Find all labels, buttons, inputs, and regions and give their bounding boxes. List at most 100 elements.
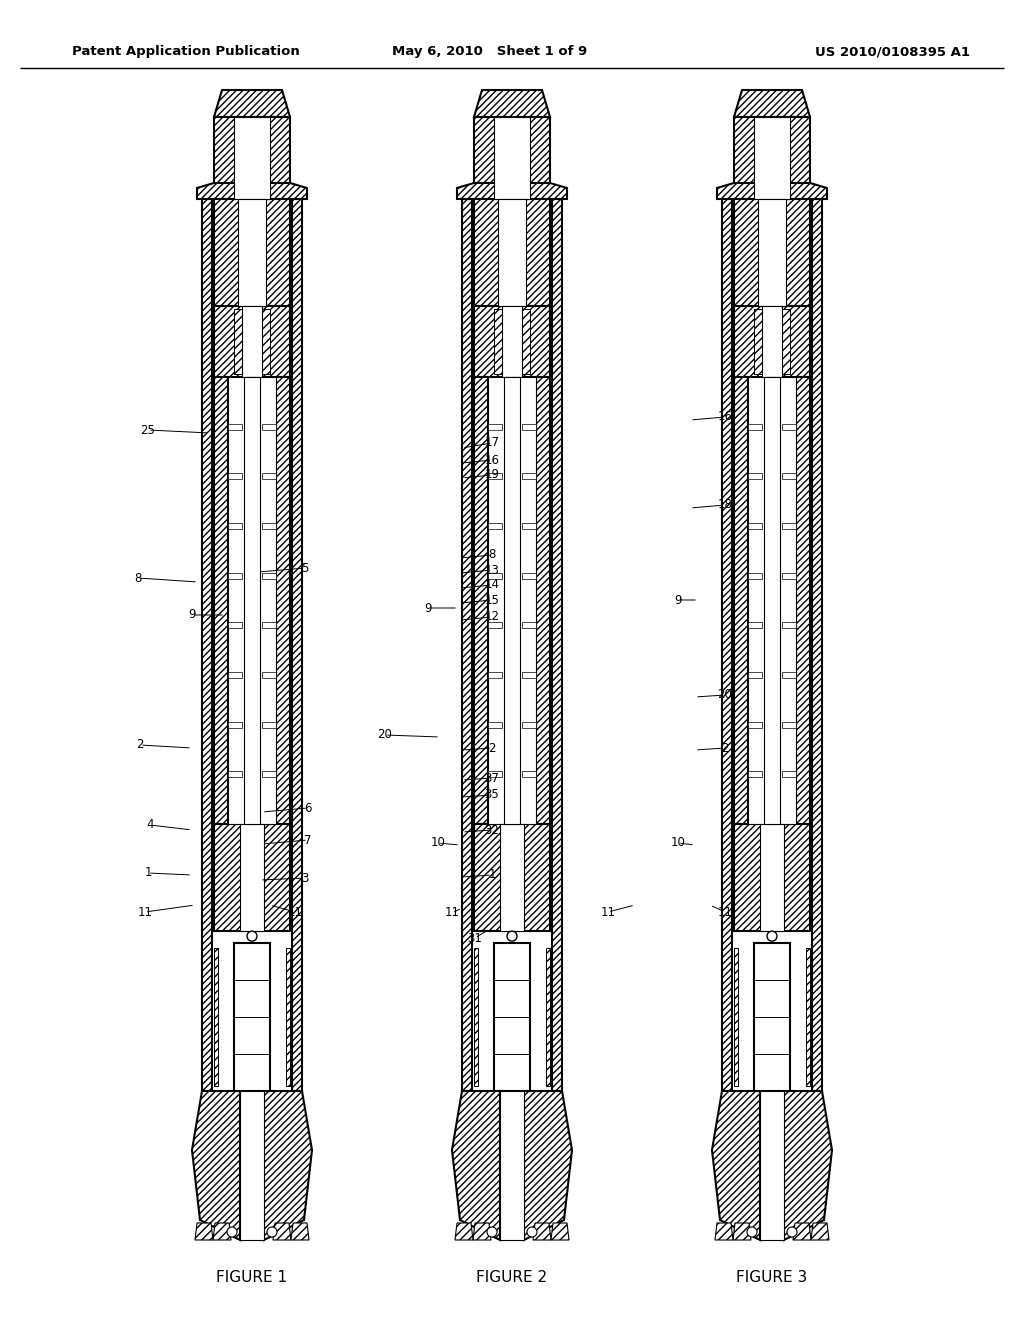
- Polygon shape: [734, 824, 810, 931]
- Text: 16: 16: [718, 411, 732, 424]
- Polygon shape: [522, 622, 536, 628]
- Polygon shape: [262, 573, 276, 578]
- Polygon shape: [262, 672, 276, 678]
- Circle shape: [767, 931, 777, 941]
- Polygon shape: [262, 722, 276, 727]
- Text: 11: 11: [444, 907, 460, 920]
- Polygon shape: [494, 942, 530, 1092]
- Polygon shape: [494, 117, 530, 199]
- Polygon shape: [534, 1224, 551, 1239]
- Polygon shape: [276, 378, 290, 824]
- Text: 9: 9: [674, 594, 682, 606]
- Polygon shape: [722, 199, 732, 1092]
- Polygon shape: [240, 824, 264, 931]
- Polygon shape: [488, 622, 502, 628]
- Polygon shape: [754, 117, 790, 199]
- Text: 6: 6: [304, 801, 311, 814]
- Polygon shape: [488, 573, 502, 578]
- Polygon shape: [734, 378, 748, 824]
- Polygon shape: [748, 771, 762, 777]
- Text: FIGURE 1: FIGURE 1: [216, 1270, 288, 1286]
- Polygon shape: [522, 523, 536, 529]
- Polygon shape: [291, 1224, 309, 1239]
- Text: 2: 2: [488, 742, 496, 755]
- Polygon shape: [494, 309, 502, 374]
- Polygon shape: [764, 378, 780, 824]
- Polygon shape: [234, 117, 270, 199]
- Polygon shape: [242, 306, 262, 378]
- Polygon shape: [228, 424, 242, 430]
- Text: 13: 13: [484, 564, 500, 577]
- Polygon shape: [473, 1224, 490, 1239]
- Polygon shape: [286, 948, 290, 1086]
- Polygon shape: [758, 199, 786, 306]
- Polygon shape: [455, 1224, 473, 1239]
- Polygon shape: [262, 424, 276, 430]
- Polygon shape: [782, 722, 796, 727]
- Polygon shape: [488, 672, 502, 678]
- Polygon shape: [262, 771, 276, 777]
- Polygon shape: [522, 309, 530, 374]
- Text: 31: 31: [468, 932, 482, 945]
- Text: 11: 11: [288, 906, 302, 919]
- Circle shape: [527, 1228, 537, 1237]
- Polygon shape: [214, 90, 290, 117]
- Polygon shape: [760, 1092, 784, 1239]
- Text: 11: 11: [718, 906, 732, 919]
- Polygon shape: [717, 183, 827, 199]
- Polygon shape: [546, 948, 550, 1086]
- Text: 2: 2: [136, 738, 143, 751]
- Polygon shape: [238, 199, 266, 306]
- Polygon shape: [214, 378, 228, 824]
- Polygon shape: [228, 573, 242, 578]
- Polygon shape: [202, 199, 212, 1092]
- Polygon shape: [214, 199, 290, 306]
- Polygon shape: [712, 1092, 760, 1239]
- Text: 2: 2: [721, 742, 729, 755]
- Text: 9: 9: [424, 602, 432, 615]
- Polygon shape: [522, 722, 536, 727]
- Polygon shape: [754, 942, 790, 1092]
- Polygon shape: [488, 424, 502, 430]
- Polygon shape: [748, 523, 762, 529]
- Polygon shape: [214, 117, 290, 199]
- Text: 8: 8: [134, 572, 141, 585]
- Polygon shape: [474, 199, 550, 306]
- Text: 7: 7: [304, 833, 311, 846]
- Polygon shape: [551, 1224, 569, 1239]
- Text: 11: 11: [137, 906, 153, 919]
- Polygon shape: [488, 523, 502, 529]
- Polygon shape: [195, 1224, 213, 1239]
- Polygon shape: [262, 523, 276, 529]
- Polygon shape: [214, 306, 290, 378]
- Polygon shape: [734, 117, 810, 199]
- Circle shape: [227, 1228, 237, 1237]
- Polygon shape: [474, 90, 550, 117]
- Polygon shape: [522, 672, 536, 678]
- Text: 5: 5: [301, 561, 308, 574]
- Text: 11: 11: [600, 906, 615, 919]
- Polygon shape: [782, 622, 796, 628]
- Text: 14: 14: [484, 578, 500, 591]
- Text: 17: 17: [484, 437, 500, 450]
- Polygon shape: [292, 199, 302, 1092]
- Polygon shape: [734, 948, 738, 1086]
- Polygon shape: [504, 378, 520, 824]
- Text: 25: 25: [140, 424, 156, 437]
- Polygon shape: [228, 523, 242, 529]
- Polygon shape: [197, 183, 307, 199]
- Polygon shape: [793, 1224, 811, 1239]
- Polygon shape: [488, 378, 536, 824]
- Text: 32: 32: [484, 824, 500, 837]
- Circle shape: [787, 1228, 797, 1237]
- Polygon shape: [782, 424, 796, 430]
- Polygon shape: [748, 474, 762, 479]
- Polygon shape: [734, 90, 810, 117]
- Polygon shape: [474, 948, 478, 1086]
- Polygon shape: [264, 1092, 312, 1239]
- Polygon shape: [748, 424, 762, 430]
- Polygon shape: [502, 306, 522, 378]
- Polygon shape: [782, 309, 790, 374]
- Polygon shape: [262, 474, 276, 479]
- Polygon shape: [457, 183, 567, 199]
